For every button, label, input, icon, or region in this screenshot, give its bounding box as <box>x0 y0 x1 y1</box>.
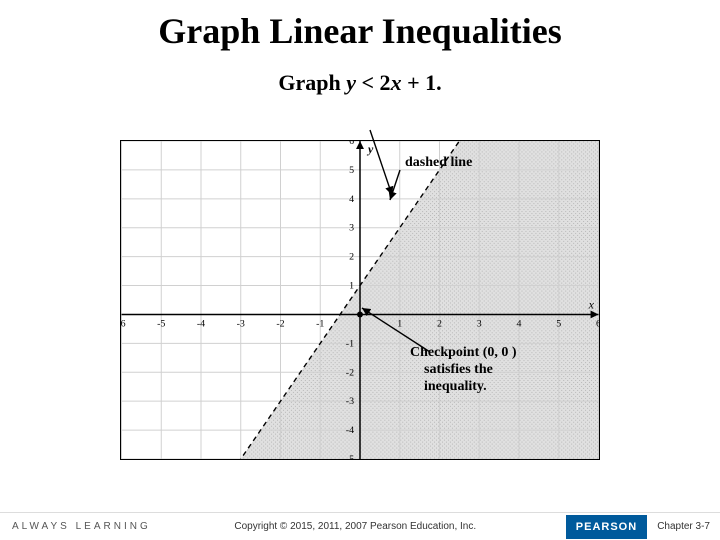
svg-text:-4: -4 <box>346 425 354 436</box>
svg-text:-1: -1 <box>346 338 354 349</box>
subtitle-op: < 2 <box>356 70 391 95</box>
footer: ALWAYS LEARNING Copyright © 2015, 2011, … <box>0 512 720 540</box>
checkpoint-line2: satisfies the <box>410 362 517 379</box>
svg-text:x: x <box>588 297 595 311</box>
subtitle-suffix: + 1. <box>402 70 442 95</box>
inequality-graph: -6-5-4-3-2-1123456-5-4-3-2-1123456xy <box>121 141 599 459</box>
footer-chapter: Chapter 3-7 <box>657 521 720 532</box>
svg-text:-6: -6 <box>121 318 126 329</box>
svg-text:-5: -5 <box>346 454 354 459</box>
svg-text:-3: -3 <box>237 318 245 329</box>
footer-copyright: Copyright © 2015, 2011, 2007 Pearson Edu… <box>151 521 560 532</box>
svg-text:1: 1 <box>397 318 402 329</box>
svg-text:-5: -5 <box>157 318 165 329</box>
footer-tagline: ALWAYS LEARNING <box>0 521 151 532</box>
svg-text:6: 6 <box>596 318 599 329</box>
checkpoint-label: Checkpoint (0, 0 ) satisfies the inequal… <box>410 345 517 395</box>
svg-text:3: 3 <box>477 318 482 329</box>
problem-statement: Graph y < 2x + 1. <box>0 70 720 96</box>
svg-text:4: 4 <box>349 194 354 205</box>
svg-text:-4: -4 <box>197 318 205 329</box>
dashed-line-label: dashed line <box>405 155 472 172</box>
svg-text:-1: -1 <box>316 318 324 329</box>
page-title: Graph Linear Inequalities <box>0 0 720 52</box>
checkpoint-line1: Checkpoint (0, 0 ) <box>410 345 517 362</box>
graph-panel: -6-5-4-3-2-1123456-5-4-3-2-1123456xy <box>120 140 600 460</box>
svg-text:4: 4 <box>517 318 522 329</box>
svg-text:-3: -3 <box>346 396 354 407</box>
svg-text:y: y <box>366 142 374 156</box>
var-x: x <box>391 70 402 95</box>
svg-text:-2: -2 <box>346 367 354 378</box>
var-y: y <box>346 70 356 95</box>
svg-text:6: 6 <box>349 141 354 147</box>
checkpoint-line3: inequality. <box>410 379 517 396</box>
svg-text:-2: -2 <box>276 318 284 329</box>
svg-text:5: 5 <box>556 318 561 329</box>
svg-text:2: 2 <box>437 318 442 329</box>
svg-text:5: 5 <box>349 165 354 176</box>
subtitle-prefix: Graph <box>278 70 346 95</box>
svg-text:1: 1 <box>349 281 354 292</box>
svg-text:3: 3 <box>349 223 354 234</box>
pearson-logo: PEARSON <box>566 515 647 539</box>
svg-text:2: 2 <box>349 252 354 263</box>
